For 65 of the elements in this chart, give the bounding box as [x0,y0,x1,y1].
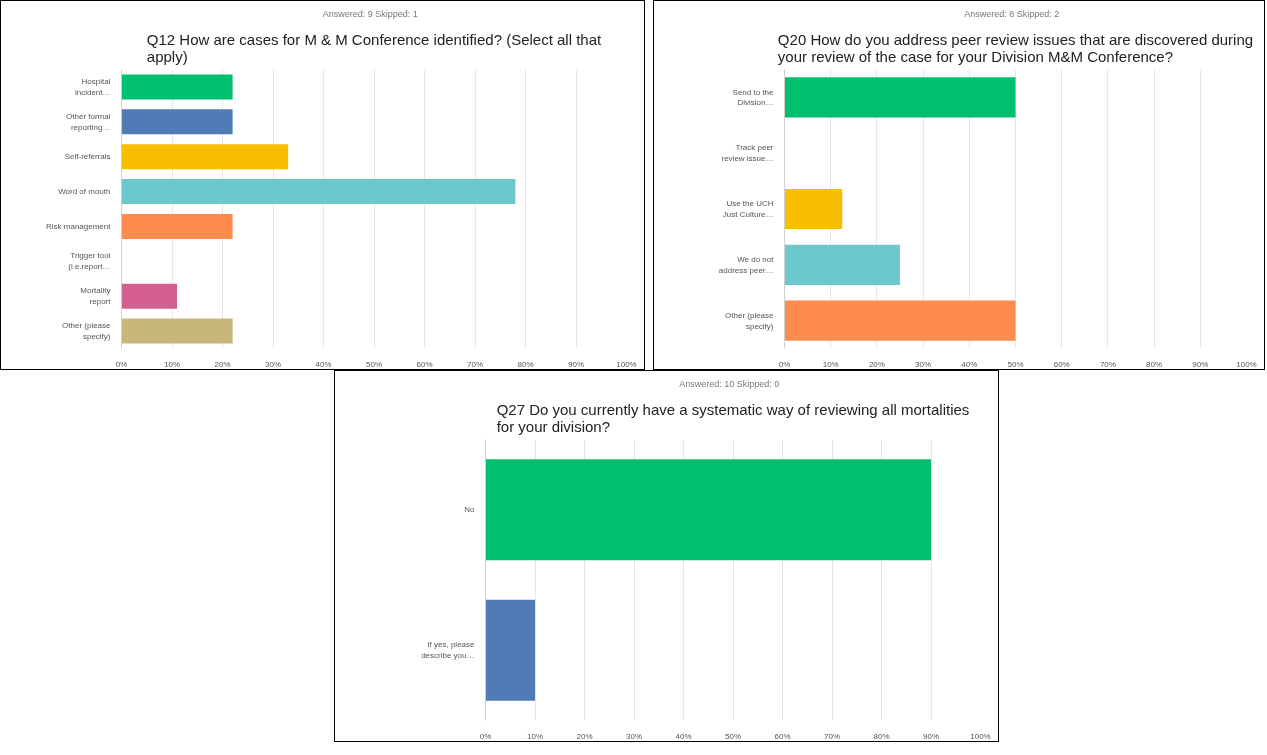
chart-title: Q27 Do you currently have a systematic way of reviewing all mortalities for your division? [496,400,970,435]
chart-subtitle: Answered: 10 Skipped: 0 [679,378,780,389]
y-tick-label: Use the UCH Just Culture… [722,199,774,219]
x-tick-label: 60% [416,359,433,369]
bar [784,244,900,285]
y-tick-label: Trigger tool (i.e.report… [68,251,111,272]
bar [121,283,178,309]
y-tick-label: Other (please specify) [62,321,112,341]
x-tick-label: 80% [1146,359,1163,369]
bar [121,144,289,170]
x-tick-label: 30% [915,359,932,369]
y-tick-label: Self-referrals [64,152,111,162]
x-tick-label: 30% [625,731,643,741]
x-tick-label: 30% [264,359,282,369]
bar [784,300,1016,341]
bar [784,77,1016,118]
y-tick-label: Send to the Division… [732,87,775,108]
x-tick-label: 0% [115,359,128,369]
x-tick-label: 70% [1099,359,1116,369]
y-tick-label: Track peer review issue… [721,143,774,164]
x-tick-label: 100% [616,359,637,369]
x-tick-label: 100% [1236,359,1257,369]
x-tick-label: 10% [163,359,181,369]
bar [121,179,516,205]
y-tick-label: Other (please specify) [725,310,775,331]
x-tick-label: 70% [466,359,484,369]
y-tick-label: Mortality report [80,286,112,307]
x-tick-label: 20% [214,359,231,369]
bar [121,318,233,344]
x-tick-label: 40% [675,731,692,741]
x-tick-label: 50% [724,731,742,741]
x-tick-label: 0% [479,731,492,741]
x-tick-label: 90% [922,731,940,741]
x-tick-label: 80% [517,359,534,369]
x-tick-label: 60% [1053,359,1070,369]
x-tick-label: 70% [823,731,841,741]
y-tick-label: Other formal reporting… [66,111,111,132]
x-tick-label: 80% [873,731,890,741]
x-tick-label: 50% [1007,359,1024,369]
chart-subtitle: Answered: 8 Skipped: 2 [964,8,1060,19]
x-tick-label: 100% [970,731,991,741]
bar [121,213,233,239]
x-tick-label: 40% [961,359,978,369]
y-tick-label: We do not address peer… [718,254,775,275]
y-tick-label: Word of mouth [58,187,111,197]
bar [784,188,843,230]
x-tick-label: 60% [774,731,791,741]
y-tick-label: Hospital incident… [74,77,111,97]
x-tick-label: 40% [315,359,332,369]
bar [121,109,233,135]
x-tick-label: 10% [526,731,544,741]
x-tick-label: 20% [576,731,593,741]
x-tick-label: 90% [1192,359,1209,369]
x-tick-label: 90% [567,359,585,369]
x-tick-label: 10% [822,359,839,369]
x-tick-label: 20% [868,359,885,369]
bar [121,74,233,100]
chart-title: Q20 How do you address peer review issues that are discovered during your review of the case for your Division M&M Conference? [777,30,1254,65]
chart-title: Q12 How are cases for M & M Conference identified? (Select all that apply) [146,30,603,65]
x-tick-label: 0% [778,359,791,369]
y-tick-label: Risk management [46,221,112,231]
y-tick-label: No [464,505,476,515]
x-tick-label: 50% [365,359,383,369]
y-tick-label: If yes, please describe you… [421,640,476,661]
chart-subtitle: Answered: 9 Skipped: 1 [322,8,418,19]
